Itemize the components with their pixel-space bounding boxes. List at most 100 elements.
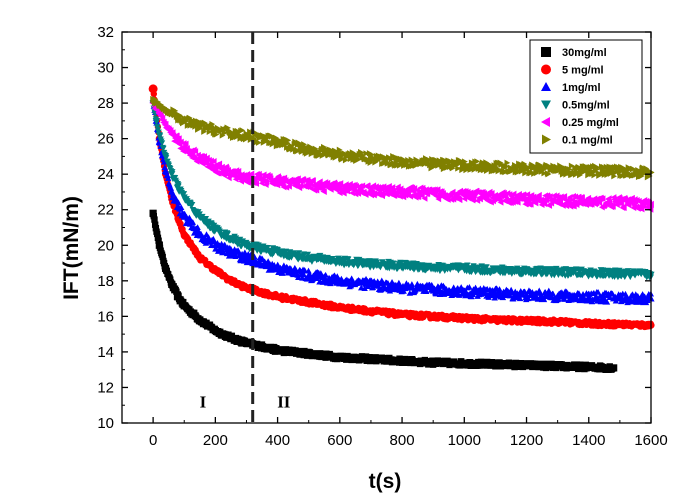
data-point	[168, 280, 176, 288]
data-point	[161, 167, 170, 174]
data-point	[174, 202, 182, 210]
data-point	[429, 190, 437, 198]
data-point	[430, 159, 437, 168]
data-point	[367, 355, 375, 363]
region-label: I	[200, 393, 207, 412]
data-point	[305, 145, 313, 153]
data-point	[522, 291, 531, 298]
data-point	[523, 165, 531, 173]
data-point	[242, 254, 251, 261]
data-point	[460, 314, 468, 322]
data-point	[585, 293, 593, 300]
data-point	[610, 364, 618, 372]
data-point	[273, 293, 282, 301]
data-point	[168, 110, 176, 118]
legend-label: 30mg/ml	[562, 47, 607, 59]
legend-label: 5 mg/ml	[562, 65, 604, 77]
series-band	[149, 98, 654, 213]
data-point	[174, 183, 182, 191]
data-point	[180, 231, 188, 239]
data-point	[161, 153, 170, 161]
data-point	[152, 117, 160, 125]
data-point	[155, 241, 163, 249]
data-point	[491, 193, 499, 201]
data-point	[429, 286, 437, 293]
x-tick-label: 0	[149, 432, 157, 449]
data-point	[180, 194, 188, 201]
series-0.25mg-ml	[149, 98, 654, 213]
data-point	[554, 362, 562, 370]
x-tick-label: 200	[203, 432, 228, 449]
data-point	[242, 174, 250, 182]
data-point	[273, 177, 281, 185]
y-tick-label: 30	[97, 60, 114, 77]
x-tick-label: 400	[265, 432, 290, 449]
data-point	[522, 361, 531, 369]
data-point	[491, 289, 500, 297]
data-point	[161, 120, 169, 129]
data-point	[460, 359, 468, 368]
data-point	[174, 293, 182, 301]
data-point	[227, 170, 234, 178]
data-point	[211, 226, 219, 233]
data-point	[336, 258, 344, 265]
data-point	[585, 363, 593, 371]
data-point	[585, 269, 593, 277]
data-point	[211, 241, 219, 249]
data-point	[491, 360, 500, 368]
data-point	[180, 143, 188, 152]
data-point	[175, 113, 182, 121]
data-point	[305, 350, 313, 358]
data-point	[162, 106, 170, 114]
data-point	[196, 154, 203, 162]
data-point	[211, 163, 219, 171]
data-point	[460, 287, 468, 295]
data-point	[274, 138, 282, 146]
data-point	[522, 268, 531, 275]
data-point	[196, 316, 204, 324]
data-point	[196, 122, 204, 130]
data-point	[228, 129, 235, 137]
data-point	[398, 188, 405, 196]
data-point	[305, 271, 313, 279]
data-point	[429, 264, 437, 272]
data-point	[336, 151, 344, 159]
y-tick-label: 20	[97, 237, 114, 254]
x-tick-label: 1000	[448, 432, 481, 449]
data-point	[336, 303, 344, 312]
legend-marker	[541, 47, 551, 57]
data-point	[196, 231, 204, 238]
data-point	[554, 166, 562, 174]
data-point	[491, 267, 500, 274]
data-point	[273, 346, 282, 354]
data-point	[554, 269, 562, 276]
legend-marker	[541, 82, 551, 91]
data-point	[227, 248, 235, 256]
data-point	[149, 209, 157, 217]
data-point	[429, 312, 437, 320]
y-tick-label: 18	[97, 273, 114, 290]
data-point	[616, 294, 624, 301]
data-point	[554, 292, 562, 299]
data-point	[336, 277, 344, 284]
data-point	[336, 184, 343, 192]
x-tick-label: 1600	[634, 432, 667, 449]
legend: 30mg/ml 5 mg/ml 1mg/ml 0.5mg/ml 0.25 mg/ml 0.…	[529, 39, 643, 154]
data-point	[196, 213, 204, 221]
data-point	[227, 235, 235, 242]
data-point	[168, 129, 175, 137]
data-point	[367, 307, 375, 315]
legend-label: 0.5mg/ml	[562, 100, 610, 112]
data-point	[305, 254, 313, 262]
data-point	[180, 302, 188, 310]
legend-marker	[541, 64, 551, 75]
legend-box	[529, 39, 643, 154]
data-point	[368, 154, 375, 162]
y-tick-label: 32	[97, 24, 114, 41]
legend-label: 1mg/ml	[562, 82, 601, 94]
data-point	[181, 117, 188, 125]
data-point	[554, 197, 561, 205]
axes: 0 200 400 600 800 1000 1200 1400 1600 10 12 14 16 18 2…	[97, 24, 667, 449]
data-point	[168, 188, 176, 195]
